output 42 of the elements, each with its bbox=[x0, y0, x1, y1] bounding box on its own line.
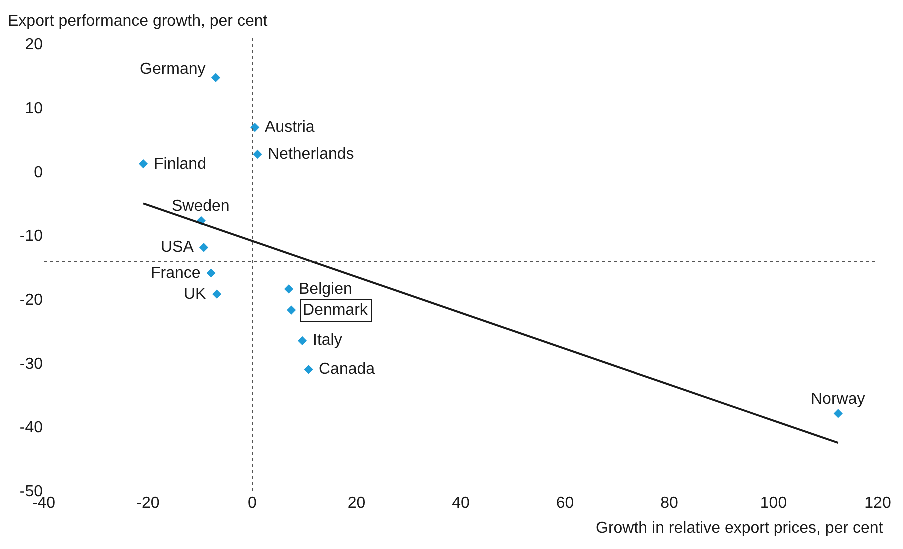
y-tick-label: 10 bbox=[25, 100, 44, 118]
x-tick-label: 0 bbox=[248, 495, 258, 512]
y-tick-label: 20 bbox=[25, 36, 44, 54]
x-tick-label: 80 bbox=[660, 495, 678, 512]
annotation: Sweden bbox=[172, 198, 230, 215]
annotation: Italy bbox=[313, 332, 342, 349]
y-tick-label: 0 bbox=[34, 164, 44, 182]
annotation: Austria bbox=[265, 119, 315, 136]
point bbox=[206, 268, 216, 278]
point bbox=[211, 73, 221, 82]
x-tick-label: 40 bbox=[452, 495, 470, 512]
point bbox=[250, 123, 260, 132]
annotation: Belgien bbox=[299, 281, 352, 298]
y-axis-title: Export performance growth, per cent bbox=[8, 13, 268, 30]
point bbox=[212, 290, 222, 299]
annotation: UK bbox=[184, 286, 207, 303]
point bbox=[298, 336, 308, 346]
point bbox=[287, 306, 296, 315]
point bbox=[199, 243, 209, 252]
point bbox=[834, 409, 843, 418]
annotation: France bbox=[151, 265, 201, 282]
annotation: Netherlands bbox=[268, 146, 354, 163]
point bbox=[253, 150, 262, 160]
annotation: Germany bbox=[140, 61, 206, 78]
point bbox=[284, 284, 294, 294]
x-axis-title: Growth in relative export prices, per cent bbox=[596, 520, 884, 537]
annotation: Denmark bbox=[303, 302, 369, 319]
annotation: Canada bbox=[319, 361, 376, 378]
x-tick-label: 60 bbox=[556, 495, 574, 512]
x-tick-label: 120 bbox=[864, 495, 892, 512]
x-tick-label: -20 bbox=[136, 495, 160, 512]
point bbox=[139, 160, 148, 169]
x-tick-label: 100 bbox=[760, 495, 788, 512]
x-tick-label: 20 bbox=[348, 495, 366, 512]
annotation: Norway bbox=[811, 391, 866, 408]
point bbox=[304, 365, 314, 374]
annotation: USA bbox=[161, 239, 194, 256]
y-tick-label: -30 bbox=[20, 356, 44, 373]
y-tick-label: -20 bbox=[20, 292, 44, 310]
annotation: Finland bbox=[154, 156, 206, 173]
y-tick-label: -40 bbox=[20, 420, 44, 437]
y-tick-label: -10 bbox=[20, 228, 44, 246]
